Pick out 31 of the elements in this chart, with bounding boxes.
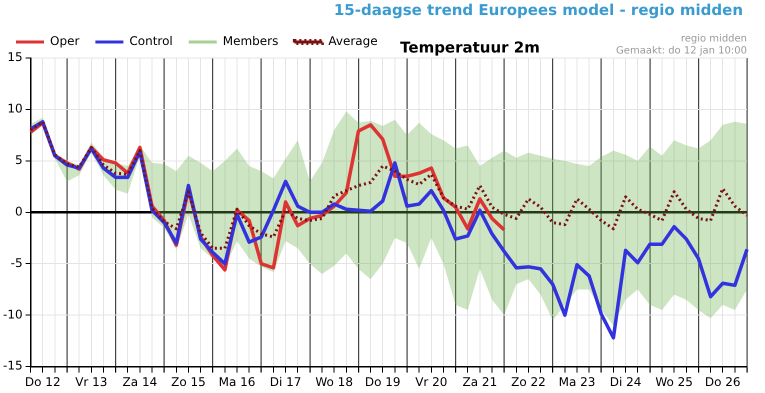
- legend-label: Average: [328, 34, 378, 48]
- y-tick-label: 5: [14, 152, 23, 167]
- x-tick-label: Di 24: [610, 374, 642, 389]
- x-tick-label: Zo 15: [171, 374, 206, 389]
- y-tick-label: 15: [7, 50, 23, 64]
- y-tick-label: -5: [10, 256, 23, 270]
- y-tick-label: 10: [7, 102, 23, 116]
- y-tick-label: 0: [14, 204, 23, 218]
- x-tick-label: Za 21: [462, 374, 498, 389]
- x-tick-label: Zo 22: [511, 374, 546, 389]
- y-tick-label: -15: [2, 358, 23, 373]
- legend-label: Members: [222, 34, 278, 48]
- x-tick-label: Vr 13: [75, 374, 108, 389]
- text: Gemaakt: do 12 jan 10:00: [616, 46, 747, 57]
- x-tick-label: Do 12: [24, 374, 61, 389]
- chart-title: 15-daagse trend Europees model - regio midden: [332, 0, 744, 20]
- legend-label: Oper: [50, 34, 80, 48]
- x-tick-label: Ma 23: [558, 374, 596, 389]
- legend-label: Control: [129, 34, 173, 48]
- text: regio midden: [680, 34, 747, 45]
- y-tick-label: -10: [2, 307, 23, 322]
- chart-subtitle: Temperatuur 2m: [400, 38, 540, 56]
- x-tick-label: Vr 20: [415, 374, 448, 389]
- x-tick-label: Wo 18: [315, 374, 353, 389]
- x-tick-label: Wo 25: [655, 374, 693, 389]
- x-tick-label: Ma 16: [218, 374, 256, 389]
- x-tick-label: Do 19: [364, 374, 401, 389]
- x-tick-label: Do 26: [704, 374, 741, 389]
- line-series: [29, 120, 748, 250]
- x-tick-label: Za 14: [122, 374, 158, 389]
- x-tick-label: Di 17: [270, 374, 302, 389]
